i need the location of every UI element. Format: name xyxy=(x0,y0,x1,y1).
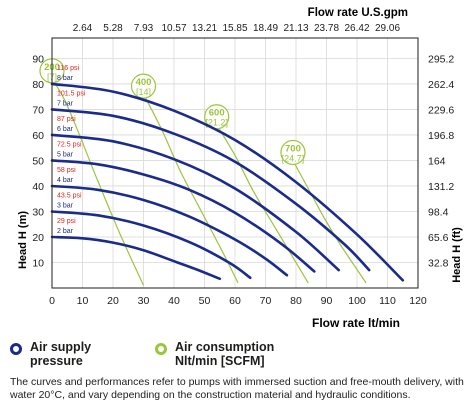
y-tick-label: 90 xyxy=(32,53,44,65)
top-tick-label: 15.85 xyxy=(222,23,247,34)
x-tick-label: 60 xyxy=(229,295,241,307)
footnote: The curves and performances refer to pum… xyxy=(10,376,464,401)
consumption-curve-700 xyxy=(292,160,367,284)
psi-label: 58 psi xyxy=(57,167,76,174)
x-tick-label: 110 xyxy=(379,295,396,307)
bar-label: 7 bar xyxy=(57,100,74,107)
bar-label: 5 bar xyxy=(57,151,74,158)
y-tick-label: 40 xyxy=(32,181,44,193)
x-tick-label: 70 xyxy=(260,295,272,307)
right-tick-label: 229.6 xyxy=(428,104,454,116)
y-tick-label: 10 xyxy=(32,257,44,269)
top-tick-label: 29.06 xyxy=(375,23,400,34)
top-tick-label: 26.42 xyxy=(344,23,369,34)
pressure-curve-2-bar xyxy=(50,235,222,281)
x-tick-label: 0 xyxy=(49,295,55,307)
bar-label: 6 bar xyxy=(57,126,74,133)
psi-label: 116 psi xyxy=(57,65,79,72)
top-tick-label: 2.64 xyxy=(73,23,93,34)
y-tick-label: 60 xyxy=(32,130,44,142)
psi-label: 72.5 psi xyxy=(57,141,82,148)
x-tick-label: 50 xyxy=(199,295,211,307)
chart-axes: 0 10 20 30 40 50 60 70 80 90 100 110 120 10 32.8 20 65.6… xyxy=(32,23,454,307)
psi-label: 29 psi xyxy=(57,218,76,225)
legend-air-consumption: Air consumption Nlt/min [SCFM] xyxy=(155,340,274,368)
legend-air-supply: Air supply pressure xyxy=(10,340,91,368)
blue-ring-icon xyxy=(10,343,22,355)
top-tick-label: 21.13 xyxy=(283,23,308,34)
x-tick-label: 100 xyxy=(348,295,366,307)
right-tick-label: 65.6 xyxy=(428,232,449,244)
right-tick-label: 98.4 xyxy=(428,206,449,218)
right-tick-label: 32.8 xyxy=(428,257,449,269)
bar-label: 3 bar xyxy=(57,202,74,209)
bar-label: 2 bar xyxy=(57,228,74,235)
right-tick-label: 262.4 xyxy=(428,79,454,91)
consumption-badge-700 xyxy=(280,139,306,166)
pressure-curve-6-bar xyxy=(50,133,340,272)
y-tick-label: 20 xyxy=(32,232,44,244)
x-tick-label: 30 xyxy=(138,295,150,307)
right-tick-label: 295.2 xyxy=(428,53,454,65)
pressure-curve-4-bar xyxy=(50,184,289,277)
right-tick-label: 196.8 xyxy=(428,130,454,142)
y-axis-title: Head H (m) xyxy=(17,211,29,269)
pump-performance-chart: 200[7]400[14]600[21.2]700[24.7] 29 psi2 … xyxy=(17,7,463,330)
legend-air-consumption-label: Air consumption Nlt/min [SCFM] xyxy=(175,340,275,368)
y-tick-label: 50 xyxy=(32,155,44,167)
plot-frame xyxy=(51,37,419,289)
consumption-scfm-label: [14] xyxy=(136,87,151,97)
x-tick-label: 40 xyxy=(168,295,180,307)
bar-label: 4 bar xyxy=(57,177,74,184)
pressure-curve-7-bar xyxy=(50,108,371,272)
x-tick-label: 120 xyxy=(409,295,427,307)
consumption-label: 600 xyxy=(209,108,225,119)
pressure-curve-5-bar xyxy=(50,159,316,273)
green-ring-icon xyxy=(155,343,167,355)
top-tick-label: 5.28 xyxy=(103,23,123,34)
legend-air-supply-label: Air supply pressure xyxy=(30,340,92,368)
psi-label: 101.5 psi xyxy=(57,90,86,97)
pressure-curve-8-bar xyxy=(50,82,405,282)
right-tick-label: 131.2 xyxy=(428,181,454,193)
consumption-scfm-label: [21.2] xyxy=(205,118,228,128)
pressure-curves: 29 psi 2 bar 43.5 psi 3 bar 58 psi 4 bar 72.5 … xyxy=(50,65,405,282)
consumption-badge-400 xyxy=(130,73,157,99)
consumption-curve-200 xyxy=(51,78,145,286)
consumption-scfm-label: [24.7] xyxy=(282,153,305,163)
top-tick-label: 13.21 xyxy=(192,23,217,34)
pressure-curve-3-bar xyxy=(50,210,252,280)
psi-label: 87 psi xyxy=(57,116,76,123)
right-axis-title: Head H (ft) xyxy=(451,227,463,283)
bar-label: 8 bar xyxy=(57,75,74,82)
consumption-label: 700 xyxy=(285,143,301,154)
x-tick-label: 80 xyxy=(290,295,302,307)
top-axis-title: Flow rate U.S.gpm xyxy=(308,7,408,19)
psi-label: 43.5 psi xyxy=(57,192,82,199)
top-tick-label: 18.49 xyxy=(253,23,278,34)
x-tick-label: 10 xyxy=(77,295,89,307)
top-tick-label: 10.57 xyxy=(161,23,186,34)
x-axis-title: Flow rate lt/min xyxy=(312,316,400,330)
x-tick-label: 90 xyxy=(321,295,333,307)
x-tick-label: 20 xyxy=(107,295,119,307)
top-tick-label: 7.93 xyxy=(134,23,154,34)
top-tick-label: 23.78 xyxy=(314,23,339,34)
y-tick-label: 30 xyxy=(32,206,44,218)
consumption-label: 400 xyxy=(136,77,152,88)
y-tick-label: 80 xyxy=(32,79,44,91)
right-tick-label: 164 xyxy=(428,155,446,167)
y-tick-label: 70 xyxy=(32,104,44,116)
